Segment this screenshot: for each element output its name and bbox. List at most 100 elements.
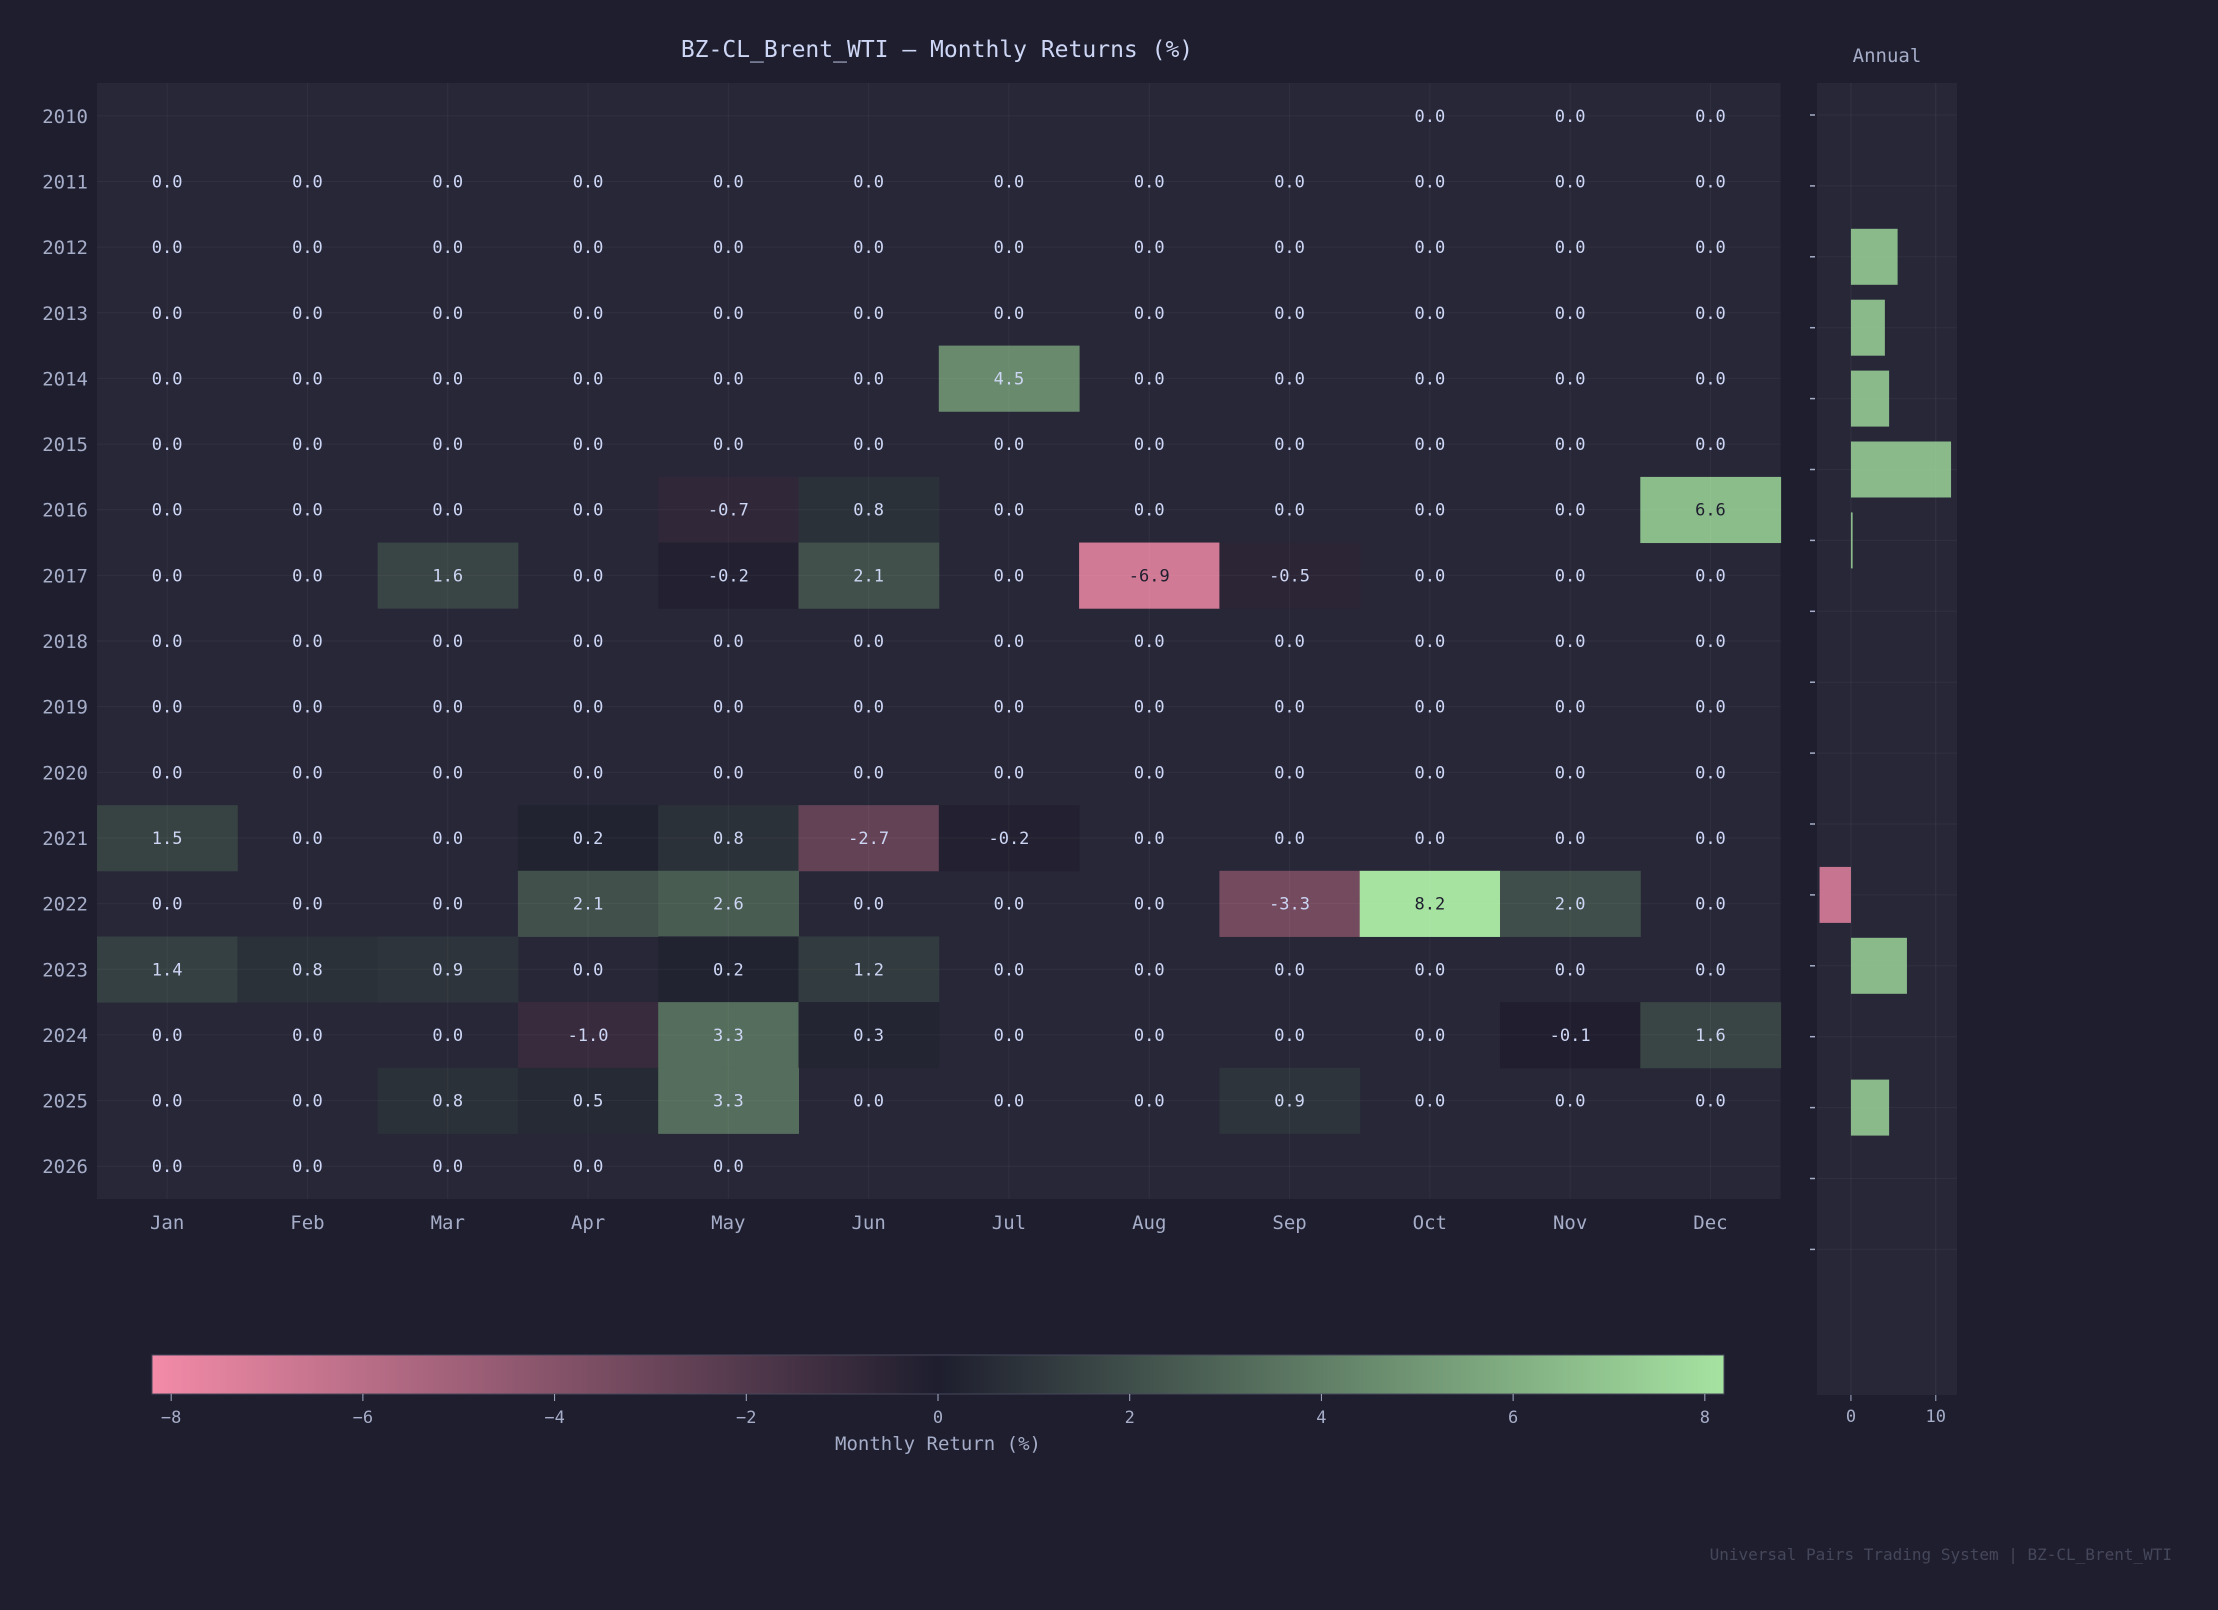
annual-bar-2016 (1850, 512, 1853, 569)
heatmap-cell-label: -0.2 (708, 566, 749, 586)
heatmap-cell-label: 4.5 (994, 369, 1025, 389)
heatmap-cell-label: 1.2 (853, 960, 884, 980)
heatmap-cell-label: 0.0 (152, 304, 183, 324)
year-label: 2013 (42, 303, 88, 325)
heatmap-cell-label: 0.0 (853, 632, 884, 652)
heatmap-gridlines (97, 83, 1781, 1200)
heatmap-cell-label: 0.0 (292, 632, 323, 652)
heatmap-cell-label: 3.3 (713, 1092, 744, 1112)
heatmap-cell-label: 0.0 (1274, 172, 1305, 192)
heatmap-cell-label: 0.0 (1555, 172, 1586, 192)
heatmap-cell-2025-May (658, 1067, 799, 1134)
heatmap-cell-label: 0.0 (152, 698, 183, 718)
annual-bars (1819, 228, 1952, 1136)
heatmap-cell-label: 0.0 (1414, 960, 1445, 980)
heatmap-cell-label: 0.0 (152, 632, 183, 652)
heatmap-cell-2016-Dec (1640, 476, 1782, 544)
month-label: Jun (851, 1212, 885, 1234)
heatmap-cell-label: 0.8 (292, 960, 323, 980)
heatmap-cell-label: 0.0 (713, 304, 744, 324)
heatmap-cell-label: 0.0 (1274, 763, 1305, 783)
heatmap-cell-label: 0.0 (432, 435, 463, 455)
heatmap-cell-label: 0.0 (573, 632, 604, 652)
heatmap-cell-2024-Nov (1500, 1002, 1641, 1069)
year-label: 2010 (42, 106, 88, 128)
heatmap-cell-label: 0.0 (853, 435, 884, 455)
heatmap-cell-2021-Jul (938, 805, 1080, 872)
heatmap-cell-label: 0.0 (1414, 632, 1445, 652)
heatmap-cell-label: 0.0 (432, 895, 463, 915)
heatmap-cell-label: 0.5 (573, 1092, 604, 1112)
heatmap-cell-label: 0.0 (1414, 172, 1445, 192)
heatmap-cell-label: 0.0 (573, 435, 604, 455)
heatmap-cell-label: 0.0 (432, 829, 463, 849)
heatmap-cell-label: 0.0 (432, 1157, 463, 1177)
heatmap-cell-label: 0.0 (1695, 304, 1726, 324)
heatmap-cell-label: 0.0 (292, 1026, 323, 1046)
month-axis-labels: Jan Feb Mar Apr May Jun Jul Aug Sep Oct Nov Dec (150, 1212, 1728, 1234)
heatmap-cell-2022-May (658, 870, 799, 937)
heatmap-cell-label: 0.0 (152, 369, 183, 389)
heatmap-cell-2017-Sep (1219, 542, 1361, 609)
heatmap-cell-label: 0.0 (152, 566, 183, 586)
heatmap-cell-label: 0.0 (1695, 369, 1726, 389)
heatmap-cell-label: 1.6 (1695, 1026, 1726, 1046)
heatmap-cell-label: 0.0 (1555, 369, 1586, 389)
colorbar-tick-label: 0 (933, 1408, 943, 1428)
heatmap-cell-label: 0.0 (432, 1026, 463, 1046)
heatmap-cell-label: 0.0 (1414, 566, 1445, 586)
heatmap-cell-label: 0.0 (1414, 369, 1445, 389)
colorbar-label: Monthly Return (%) (835, 1433, 1041, 1455)
heatmap-cell-2024-Dec (1640, 1002, 1782, 1069)
heatmap-cell-label: 0.0 (1695, 238, 1726, 258)
heatmap-cell-label: 0.0 (292, 829, 323, 849)
heatmap-cell-label: 0.9 (432, 960, 463, 980)
heatmap-cell-2017-Jun (798, 542, 940, 609)
month-label: May (711, 1212, 745, 1234)
annual-background (1817, 83, 1957, 1395)
heatmap-cell-label: 0.0 (1695, 435, 1726, 455)
heatmap-cell-label: 0.0 (152, 1026, 183, 1046)
heatmap-cell-label: 0.0 (994, 763, 1025, 783)
heatmap-cell-label: 0.0 (292, 895, 323, 915)
year-label: 2019 (42, 697, 88, 719)
heatmap-cell-label: 0.0 (432, 172, 463, 192)
heatmap-cell-label: 0.0 (573, 172, 604, 192)
heatmap-cell-label: 2.6 (713, 895, 744, 915)
colorbar: −8 −6 −4 −2 0 2 4 6 8 Monthly Return (%) (151, 1354, 1725, 1455)
heatmap-cell-2021-Jan (97, 805, 238, 872)
year-label: 2020 (42, 762, 88, 784)
heatmap-cell-label: -0.7 (708, 501, 749, 521)
annual-panel: 0 10 (1810, 83, 1957, 1427)
year-label: 2025 (42, 1091, 88, 1113)
annual-bar-2021 (1819, 866, 1851, 923)
month-label: Apr (571, 1212, 605, 1234)
heatmap-cell-label: 0.0 (1274, 435, 1305, 455)
heatmap-cell-label: 0.0 (1695, 107, 1726, 127)
heatmap-cell-2023-Feb (237, 936, 379, 1003)
heatmap-cell-label: -6.9 (1129, 566, 1170, 586)
heatmap-cell-label: 0.9 (1274, 1092, 1305, 1112)
heatmap-cell-label: 0.0 (1274, 960, 1305, 980)
heatmap-cell-label: 0.0 (853, 1092, 884, 1112)
heatmap-cell-label: 0.0 (1134, 698, 1165, 718)
heatmap-cell-label: 0.0 (152, 1092, 183, 1112)
heatmap-cell-label: 0.0 (994, 1026, 1025, 1046)
annual-xtick-label: 0 (1846, 1407, 1856, 1427)
heatmap-cell-label: 1.6 (432, 566, 463, 586)
annual-bar-2014 (1850, 370, 1890, 427)
heatmap-cell-label: 0.0 (713, 632, 744, 652)
colorbar-tick-label: −6 (353, 1408, 373, 1428)
heatmap-cell-label: 0.0 (994, 172, 1025, 192)
year-label: 2015 (42, 434, 88, 456)
heatmap-cell-label: 0.0 (152, 895, 183, 915)
heatmap-cell-label: 0.0 (1274, 1026, 1305, 1046)
heatmap-cell-label: 0.0 (292, 1157, 323, 1177)
heatmap-cell-2021-Jun (798, 805, 940, 872)
heatmap-cell-label: 0.2 (573, 829, 604, 849)
heatmap-cell-label: 0.0 (994, 238, 1025, 258)
heatmap-cell-2017-Aug (1079, 542, 1220, 609)
heatmap-cell-label: 0.0 (1414, 304, 1445, 324)
year-label: 2023 (42, 959, 88, 981)
